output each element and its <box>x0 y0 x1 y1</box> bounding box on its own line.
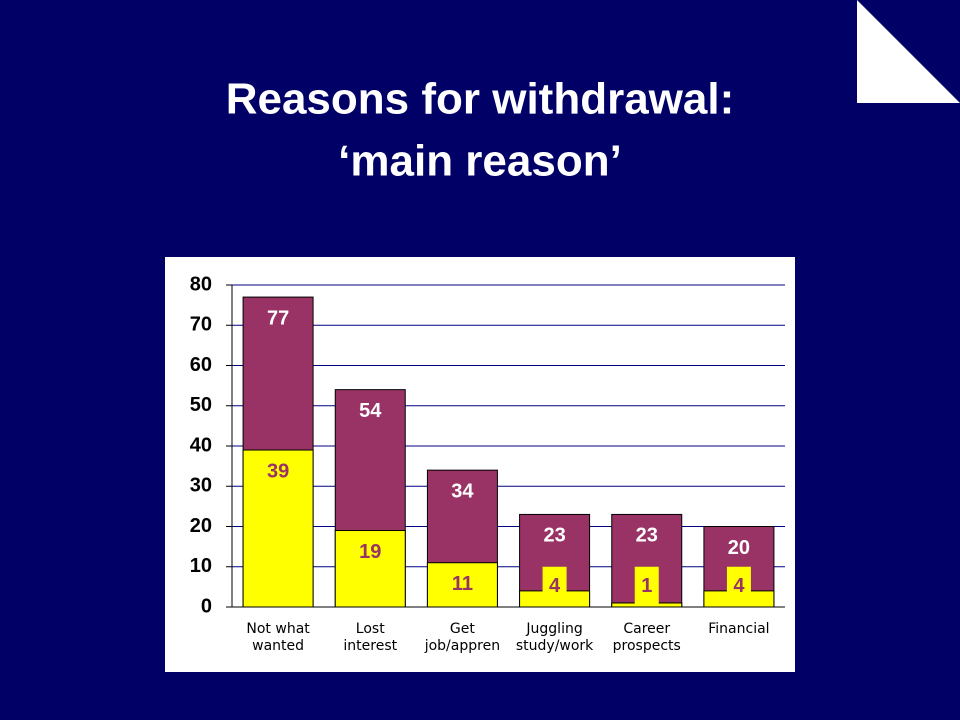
y-tick-label: 50 <box>190 394 212 416</box>
value-label: 54 <box>359 400 382 422</box>
y-tick-label: 20 <box>190 515 212 537</box>
value-label-box <box>542 566 567 607</box>
y-tick-label: 60 <box>190 354 212 376</box>
y-tick-label: 80 <box>190 273 212 295</box>
value-label: 20 <box>728 537 750 559</box>
value-label-box <box>634 566 659 607</box>
bar <box>334 530 406 608</box>
value-label: 39 <box>267 460 289 482</box>
value-label: 23 <box>636 525 658 547</box>
y-tick-label: 40 <box>190 434 212 456</box>
y-tick-label: 30 <box>190 475 212 497</box>
value-label-box <box>726 566 751 607</box>
y-tick-label: 10 <box>190 555 212 577</box>
value-label: 4 <box>549 575 561 597</box>
value-label: 1 <box>641 575 652 597</box>
chart-title: Reasons for withdrawal: <box>226 75 735 124</box>
y-tick-label: 0 <box>201 595 212 617</box>
chart-subtitle: ‘main reason’ <box>338 137 622 186</box>
corner-decoration <box>857 0 960 103</box>
x-tick-label: Lost interest <box>343 621 398 654</box>
bar <box>426 562 498 608</box>
value-label: 19 <box>359 541 381 563</box>
x-tick-label: Not what wanted <box>246 621 310 654</box>
x-tick-label: Get job/appren <box>424 621 501 654</box>
x-tick-label: Career prospects <box>612 621 681 654</box>
y-tick-label: 70 <box>190 314 212 336</box>
bar <box>242 449 314 608</box>
value-label: 23 <box>543 525 565 547</box>
value-label: 77 <box>267 307 289 329</box>
value-label: 11 <box>452 573 473 595</box>
x-tick-label: Juggling study/work <box>515 621 594 654</box>
x-tick-label: Financial <box>708 621 770 637</box>
value-label: 4 <box>733 575 745 597</box>
value-label: 34 <box>451 480 474 502</box>
